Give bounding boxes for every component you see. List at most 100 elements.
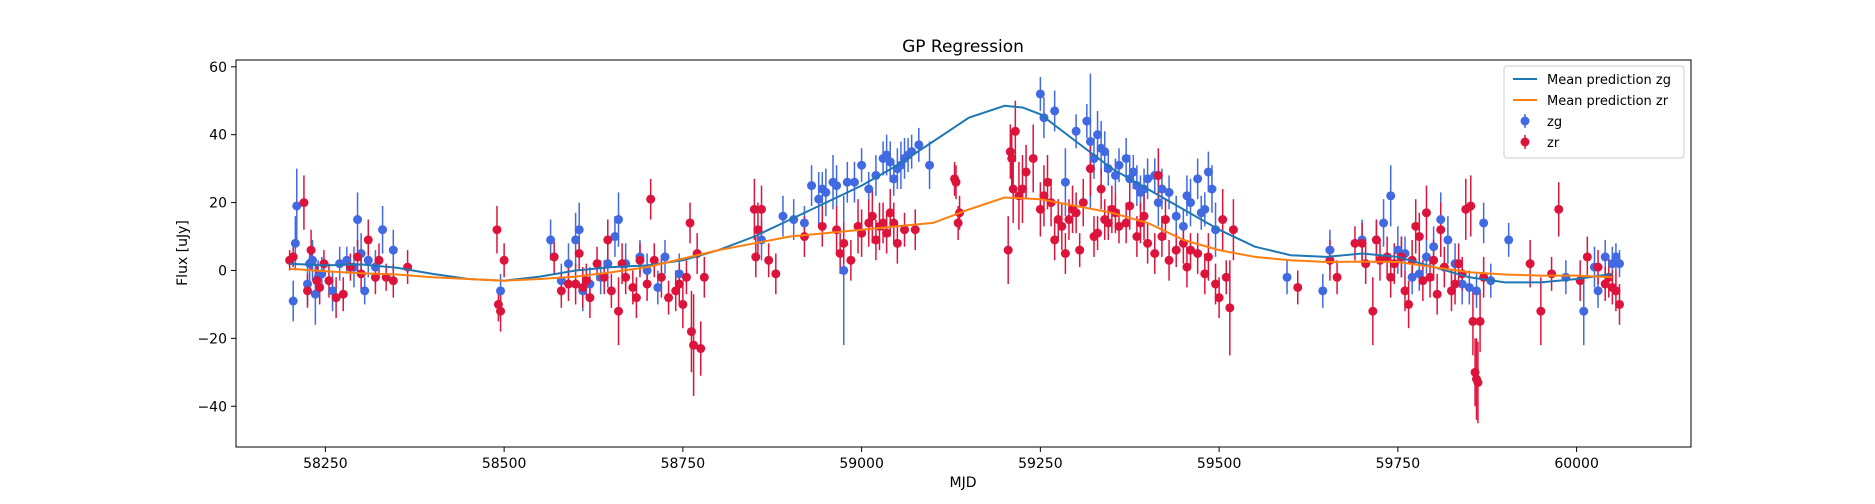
zr-point <box>1160 215 1170 225</box>
zg-point <box>889 174 899 184</box>
zr-point <box>885 208 895 218</box>
zr-point <box>1547 269 1557 279</box>
zr-point <box>1007 153 1017 163</box>
zr-point <box>753 225 763 235</box>
chart-title: GP Regression <box>902 37 1024 57</box>
zr-point <box>846 255 856 265</box>
zg-point <box>1611 252 1621 262</box>
zg-point <box>1207 184 1217 194</box>
zr-point <box>585 293 595 303</box>
zg-point <box>1050 106 1060 116</box>
zg-point <box>814 194 824 204</box>
zg-point <box>778 211 788 221</box>
zg-point <box>342 255 352 265</box>
zr-point <box>1218 215 1228 225</box>
zg-point <box>1110 170 1120 180</box>
zr-point <box>1582 252 1592 262</box>
zr-point <box>686 327 696 337</box>
zr-point <box>1039 191 1049 201</box>
zg-point <box>807 181 817 191</box>
zr-point <box>1078 198 1088 208</box>
zr-point <box>1357 238 1367 248</box>
zr-point <box>1293 282 1303 292</box>
zg-point <box>292 201 302 211</box>
zg-point <box>1193 174 1203 184</box>
zr-point <box>338 289 348 299</box>
zr-point <box>492 225 502 235</box>
zg-point <box>1464 282 1474 292</box>
zr-point <box>817 221 827 231</box>
zr-point <box>603 235 613 245</box>
zr-point <box>1203 252 1213 262</box>
zr-point <box>671 286 681 296</box>
zr-point <box>302 286 312 296</box>
zr-point <box>864 218 874 228</box>
zg-point <box>1082 116 1092 126</box>
zr-point <box>1125 201 1135 211</box>
zr-point <box>1143 238 1153 248</box>
legend-marker-swatch <box>1520 137 1530 147</box>
zr-point <box>892 238 902 248</box>
zr-point <box>1060 249 1070 258</box>
zr-point <box>649 255 659 265</box>
zr-point <box>664 293 674 303</box>
zr-point <box>1053 215 1063 225</box>
zr-point <box>1454 259 1464 269</box>
zg-point <box>574 225 584 235</box>
zr-point <box>1157 232 1167 242</box>
zr-point <box>1200 269 1210 279</box>
zr-point <box>631 293 641 303</box>
zg-point <box>660 252 670 262</box>
x-tick-label: 59000 <box>839 456 884 472</box>
zr-point <box>1211 279 1221 289</box>
zr-point <box>1193 249 1203 258</box>
zr-point <box>556 286 566 296</box>
zr-point <box>578 282 588 292</box>
zr-point <box>1421 208 1431 218</box>
y-tick-label: −40 <box>197 399 227 415</box>
zr-point <box>1186 245 1196 255</box>
zg-point <box>378 225 388 235</box>
y-tick-label: 40 <box>209 128 227 144</box>
zr-point <box>1057 221 1067 231</box>
zr-point <box>1150 249 1160 258</box>
zr-point <box>839 238 849 248</box>
zr-point <box>621 272 631 282</box>
zg-point <box>1325 245 1335 255</box>
zr-point <box>1171 245 1181 255</box>
zg-point <box>1085 136 1095 146</box>
x-tick-label: 60000 <box>1554 456 1599 472</box>
zr-point <box>867 211 877 221</box>
y-axis-label: Flux [uJy] <box>175 220 191 286</box>
x-tick-label: 58250 <box>303 456 348 472</box>
zr-point <box>835 249 845 258</box>
zr-point <box>549 252 559 262</box>
zg-point <box>1071 126 1081 136</box>
zr-point <box>1093 228 1103 238</box>
zr-point <box>374 255 384 265</box>
x-tick-label: 58750 <box>661 456 706 472</box>
zr-point <box>953 218 963 228</box>
zg-point <box>1593 286 1603 296</box>
zg-point <box>1421 252 1431 262</box>
zg-point <box>1600 252 1610 262</box>
legend-label: zr <box>1547 136 1560 151</box>
zg-point <box>1579 306 1589 316</box>
zg-point <box>1178 221 1188 231</box>
zg-point <box>496 286 506 296</box>
zr-point <box>674 279 684 289</box>
zr-point <box>1525 259 1535 269</box>
zr-point <box>1132 232 1142 242</box>
x-tick-label: 59750 <box>1376 456 1421 472</box>
zg-point <box>1379 218 1389 228</box>
zr-point <box>606 286 616 296</box>
y-tick-label: −20 <box>197 331 227 347</box>
legend-box <box>1503 65 1685 159</box>
x-tick-label: 59250 <box>1018 456 1063 472</box>
zr-point <box>1085 164 1095 174</box>
zg-point <box>1203 167 1213 177</box>
zr-point <box>1432 289 1442 299</box>
zg-point <box>1472 286 1482 296</box>
legend-label: zg <box>1547 115 1562 130</box>
zr-point <box>370 272 380 282</box>
